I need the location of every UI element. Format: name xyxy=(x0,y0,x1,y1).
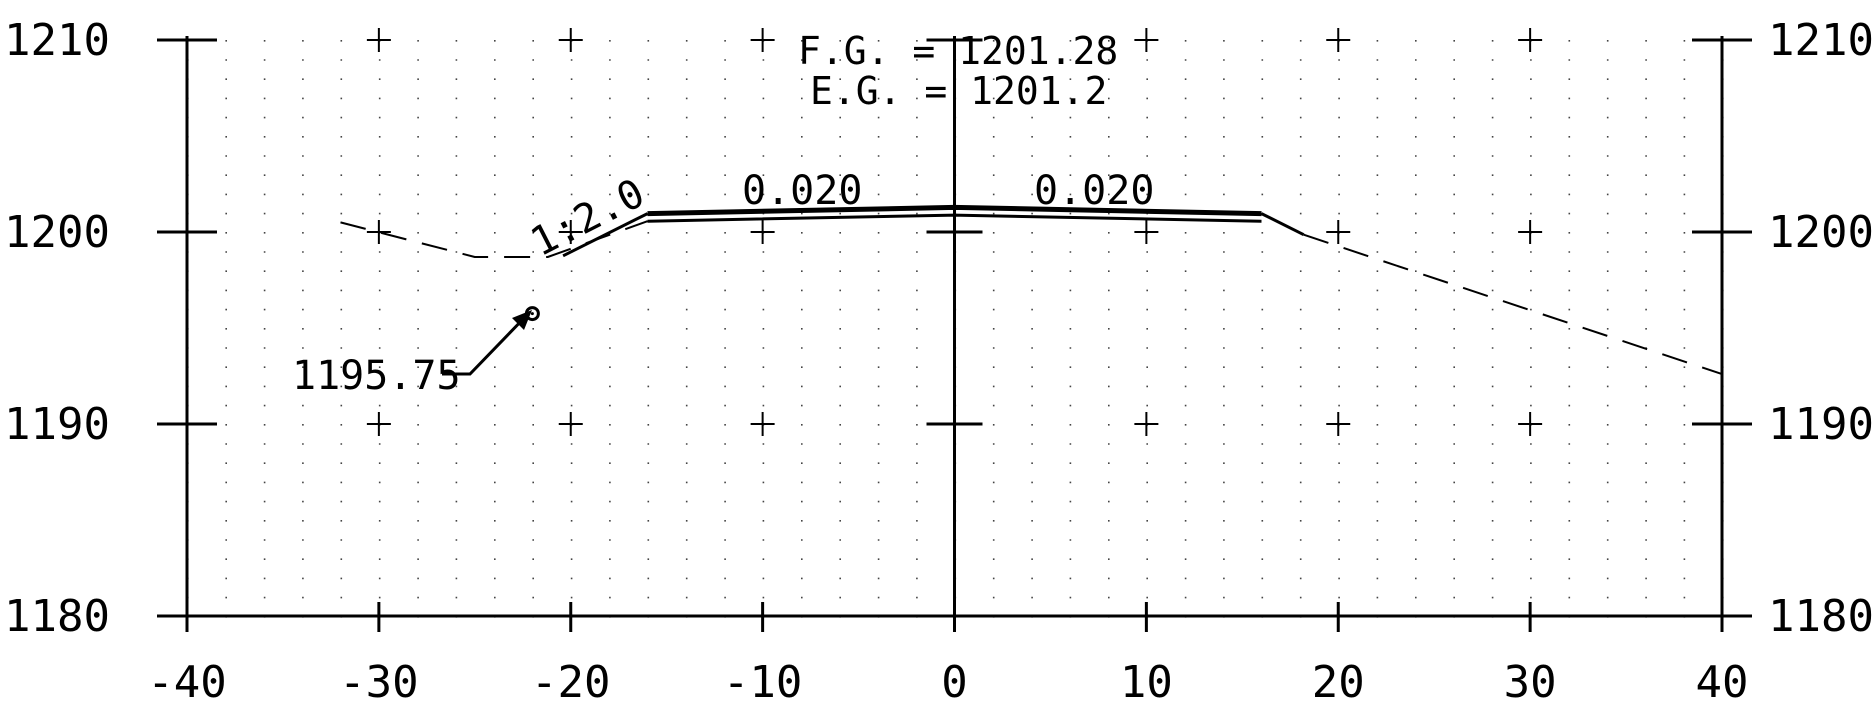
y-tick-label-left: 1210 xyxy=(4,15,110,66)
y-tick-label-right: 1200 xyxy=(1768,207,1874,258)
y-tick-label-left: 1180 xyxy=(4,591,110,642)
x-tick-label: -10 xyxy=(723,657,802,708)
elevation-callout-label: 1195.75 xyxy=(292,353,461,399)
finished-grade-bottom xyxy=(647,213,1262,223)
grid-cross xyxy=(1518,412,1543,436)
right-fill-slope xyxy=(1260,212,1305,237)
grid-cross xyxy=(1134,220,1159,244)
axes xyxy=(185,36,1724,618)
grid-cross xyxy=(1326,412,1351,436)
grid-cross xyxy=(366,220,391,244)
y-tick-label-right: 1190 xyxy=(1768,399,1874,450)
grid-cross xyxy=(750,220,775,244)
x-tick-label: 0 xyxy=(941,657,968,708)
y-tick-label-left: 1200 xyxy=(4,207,110,258)
x-tick-label: -40 xyxy=(147,657,226,708)
grid-cross xyxy=(366,28,391,52)
callout-arrowhead-icon xyxy=(512,310,532,330)
left-fill-slope xyxy=(562,212,649,258)
x-tick-label: 10 xyxy=(1120,657,1173,708)
grid-cross xyxy=(1518,28,1543,52)
grid-cross xyxy=(1326,220,1351,244)
cross-slope-left-label: 0.020 xyxy=(742,168,862,214)
grid-crosses xyxy=(366,28,1543,436)
axis-labels: -40 -30 -20 -10 0 10 20 30 40 1180 1180 1190 1190 120… xyxy=(4,15,1874,708)
cross-slope-right-label: 0.020 xyxy=(1034,168,1154,214)
grid-cross xyxy=(1134,28,1159,52)
grid-cross xyxy=(558,28,583,52)
y-tick-label-right: 1210 xyxy=(1768,15,1874,66)
slope-ratio-label: 1:2.0 xyxy=(524,170,652,266)
y-tick-label-left: 1190 xyxy=(4,399,110,450)
eg-label: E.G. = 1201.2 xyxy=(810,69,1107,113)
section-lines xyxy=(340,204,1723,376)
x-tick-label: 20 xyxy=(1312,657,1365,708)
x-tick-label: 30 xyxy=(1504,657,1557,708)
fg-label: F.G. = 1201.28 xyxy=(798,29,1118,73)
axis-ticks xyxy=(157,38,1752,632)
grid-cross xyxy=(1518,220,1543,244)
x-tick-label: -30 xyxy=(339,657,418,708)
y-tick-label-right: 1180 xyxy=(1768,591,1874,642)
elevation-point-center xyxy=(530,312,534,316)
existing-ground-right xyxy=(1303,233,1723,376)
grid-cross xyxy=(1326,28,1351,52)
grid-cross xyxy=(750,28,775,52)
grid-cross xyxy=(750,412,775,436)
callout-leader-line xyxy=(442,312,530,376)
grid-cross xyxy=(366,412,391,436)
x-tick-label: 40 xyxy=(1696,657,1749,708)
grid-cross xyxy=(1134,412,1159,436)
grid-cross xyxy=(558,412,583,436)
existing-ground-left xyxy=(340,220,648,258)
x-tick-label: -20 xyxy=(531,657,610,708)
finished-grade-top xyxy=(647,204,1262,217)
grid-cross xyxy=(558,220,583,244)
